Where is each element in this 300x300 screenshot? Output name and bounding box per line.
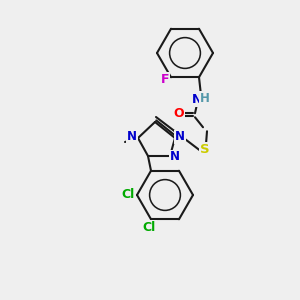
Text: N: N [127, 130, 137, 142]
Text: F: F [161, 73, 169, 86]
Text: S: S [200, 143, 210, 156]
Text: Cl: Cl [142, 221, 156, 234]
Text: N: N [192, 93, 202, 106]
Text: Cl: Cl [122, 188, 135, 200]
Text: H: H [200, 92, 210, 105]
Text: N: N [170, 151, 180, 164]
Text: N: N [175, 130, 185, 143]
Text: O: O [174, 107, 184, 120]
